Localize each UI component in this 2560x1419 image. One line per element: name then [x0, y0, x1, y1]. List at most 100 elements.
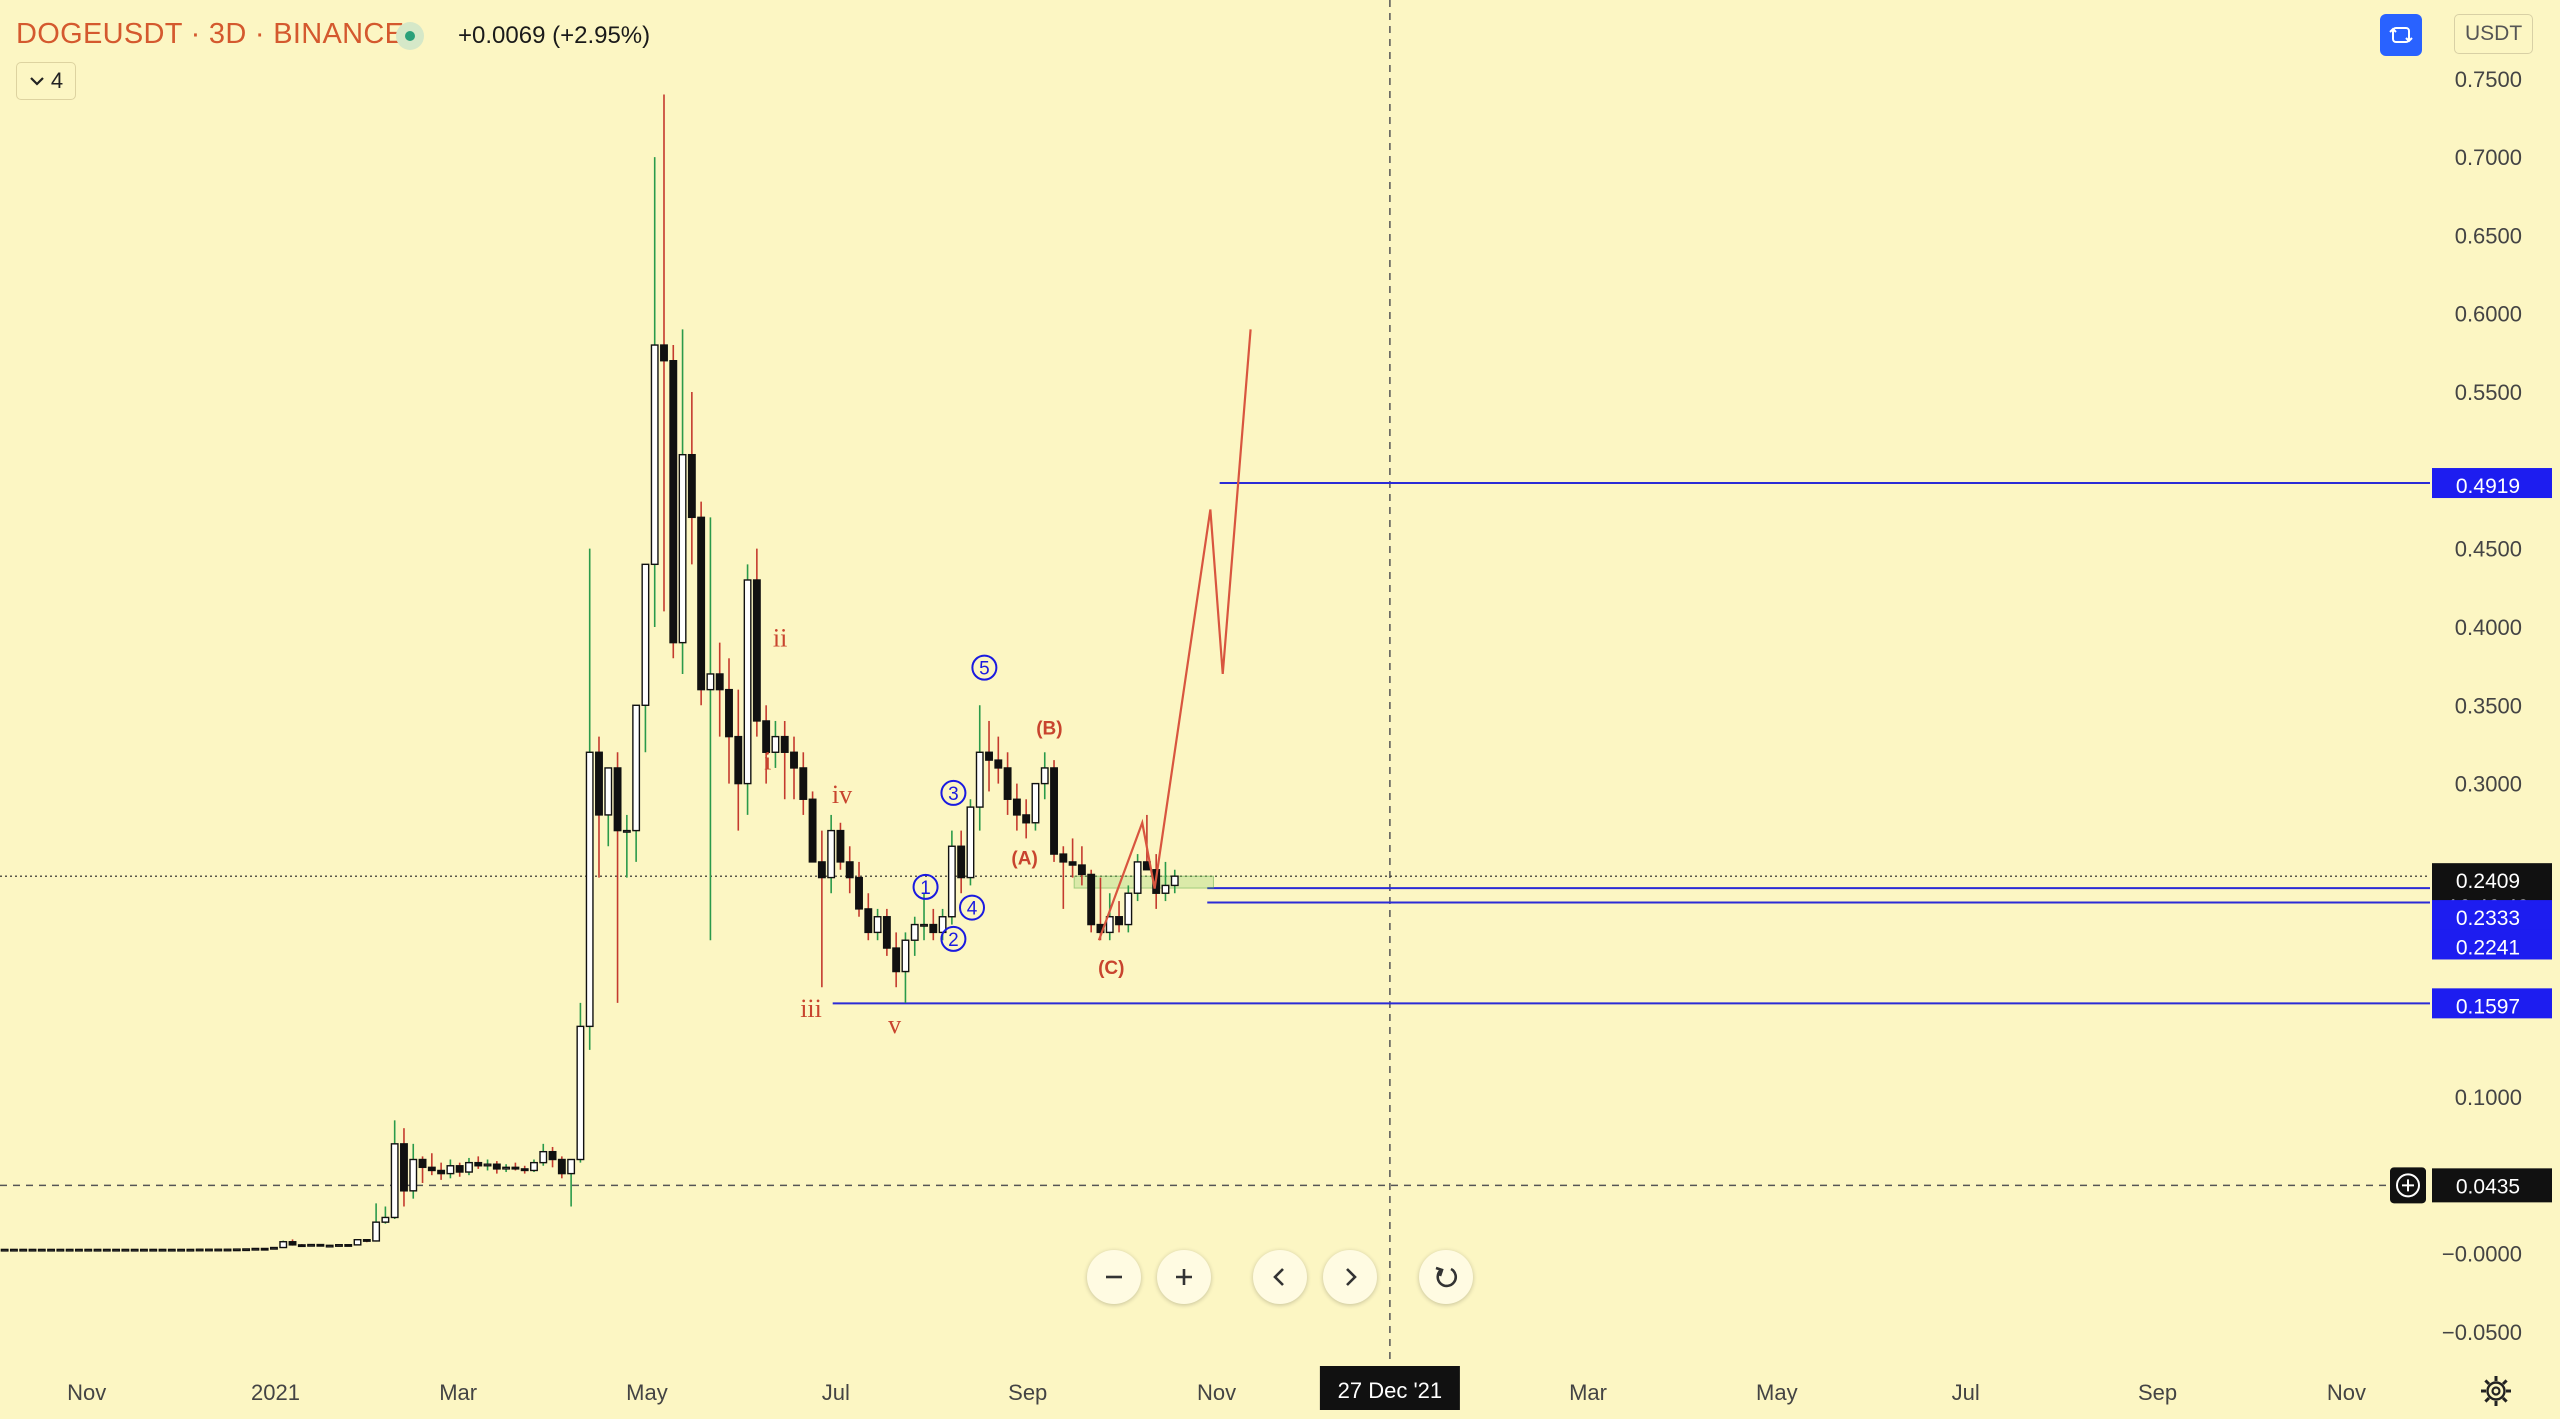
- candle: [687, 392, 696, 565]
- candle-body: [297, 1244, 306, 1248]
- price-tag-bg: [2432, 988, 2552, 1019]
- gear-icon[interactable]: [2478, 1373, 2514, 1409]
- candle: [1068, 838, 1077, 878]
- wave-label: iv: [832, 780, 852, 809]
- time-tick-label: 2021: [251, 1380, 300, 1405]
- wave-label: ii: [773, 623, 787, 652]
- candle-body: [353, 1238, 362, 1246]
- candle: [520, 1165, 529, 1174]
- price-tick-label: 0.4000: [2455, 615, 2522, 640]
- candle: [539, 1143, 548, 1166]
- scroll-left-button[interactable]: [1253, 1250, 1307, 1304]
- candle: [93, 1248, 102, 1252]
- candle: [595, 736, 603, 878]
- candle: [725, 658, 733, 784]
- range-box[interactable]: [1073, 875, 1214, 889]
- candle: [121, 1248, 130, 1252]
- candle: [817, 830, 826, 988]
- candle: [455, 1162, 464, 1177]
- wave-number: 1: [920, 878, 931, 899]
- candle-body: [1161, 884, 1170, 894]
- candle: [1050, 760, 1058, 862]
- wave-label: iii: [800, 994, 822, 1023]
- candle-body: [576, 1025, 585, 1161]
- candle-body: [734, 735, 743, 785]
- candle: [1031, 782, 1040, 831]
- chevron-right-icon: [1346, 1268, 1357, 1286]
- wave-label: v: [888, 1010, 901, 1039]
- reset-icon: [1435, 1266, 1458, 1288]
- projection-path[interactable]: [1097, 329, 1252, 941]
- auto-scale-button[interactable]: [2380, 14, 2422, 56]
- candle-body: [149, 1248, 158, 1252]
- candle: [270, 1246, 278, 1250]
- candle: [966, 799, 975, 886]
- date-tag-text: 27 Dec '21: [1338, 1378, 1443, 1403]
- price-axis[interactable]: 0.7500 0.7000 0.6500 0.6000 0.5500 0.4500 0.40…: [2442, 67, 2522, 1345]
- candle-body: [985, 751, 993, 761]
- candle-body: [585, 751, 594, 1028]
- candle-body: [93, 1248, 102, 1252]
- candle-body: [177, 1248, 186, 1252]
- crosshair-lines: [0, 0, 2430, 1365]
- candle: [84, 1248, 93, 1252]
- candle-body: [1105, 916, 1114, 934]
- candle: [74, 1248, 83, 1252]
- candle-body: [372, 1221, 381, 1242]
- candle-body: [139, 1248, 148, 1252]
- candle-body: [1059, 853, 1068, 863]
- reset-chart-button[interactable]: [1419, 1250, 1473, 1304]
- candle-body: [641, 563, 650, 706]
- candle-body: [743, 579, 752, 785]
- candle: [957, 830, 966, 894]
- price-tags: 0.240916:46:490.49190.23330.22410.15970.…: [2390, 468, 2552, 1204]
- candle-body: [1077, 864, 1086, 876]
- symbol-title[interactable]: DOGEUSDT · 3D · BINANCE: [16, 18, 405, 50]
- candle: [873, 908, 882, 941]
- candle: [112, 1248, 121, 1252]
- candle-body: [260, 1247, 269, 1251]
- time-tick-label: May: [1756, 1380, 1798, 1405]
- candle: [985, 720, 993, 792]
- candle: [975, 705, 984, 831]
- candle-body: [1068, 861, 1077, 866]
- candle: [678, 329, 687, 674]
- horizontal-levels[interactable]: [832, 482, 2430, 1005]
- price-tag-text: 0.1597: [2456, 995, 2520, 1018]
- candle-body: [650, 344, 659, 566]
- candle-body: [1040, 767, 1049, 785]
- candle: [1022, 799, 1031, 839]
- candle-body: [437, 1169, 446, 1175]
- candle: [548, 1146, 557, 1168]
- candle-body: [167, 1248, 176, 1252]
- candle: [511, 1162, 520, 1171]
- zoom-in-button[interactable]: [1157, 1250, 1211, 1304]
- zoom-out-button[interactable]: [1087, 1250, 1141, 1304]
- price-tick-label: −0.0000: [2442, 1241, 2522, 1266]
- candle-body: [56, 1248, 65, 1252]
- wave-circle-label: 5: [971, 654, 998, 681]
- indicators-toggle-button[interactable]: 4: [16, 62, 76, 100]
- candle: [242, 1248, 251, 1252]
- candle: [771, 720, 780, 768]
- currency-button[interactable]: USDT: [2454, 14, 2534, 54]
- candle-body: [1012, 798, 1021, 816]
- candle-body: [455, 1165, 464, 1173]
- candle-body: [270, 1246, 278, 1250]
- candle-body: [492, 1163, 501, 1170]
- wave-label: (C): [1098, 958, 1124, 979]
- price-tag-text: 0.4919: [2456, 475, 2520, 498]
- candle-body: [864, 908, 873, 934]
- scroll-right-button[interactable]: [1323, 1250, 1377, 1304]
- candle-body: [381, 1216, 390, 1223]
- candle-body: [251, 1247, 260, 1251]
- candle: [353, 1238, 362, 1246]
- candle: [307, 1243, 316, 1247]
- candle: [752, 548, 761, 737]
- candle: [920, 893, 928, 941]
- candle: [799, 752, 808, 815]
- plus-circle-cross: [2402, 1179, 2414, 1192]
- time-axis[interactable]: Nov 2021 Mar May Jul Sep Nov Mar May Jul Sep Nov 27 …: [67, 1366, 2366, 1410]
